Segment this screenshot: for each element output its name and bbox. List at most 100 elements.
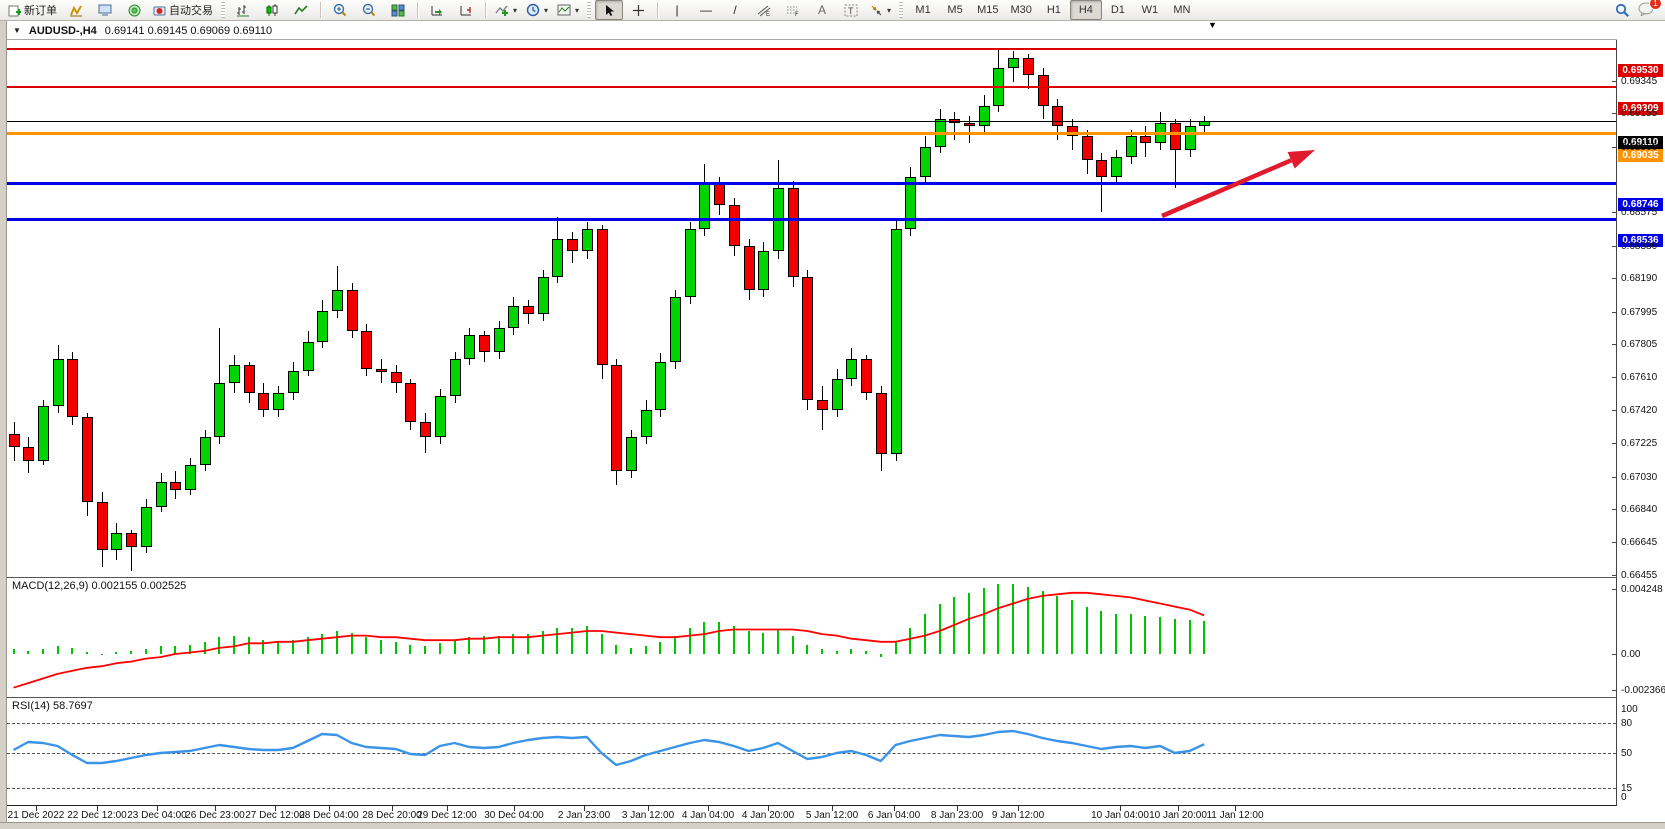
macd-histogram-bar — [100, 654, 103, 655]
fibonacci-icon: F — [787, 6, 799, 17]
timeframe-button-mn[interactable]: MN — [1173, 4, 1191, 16]
crosshair-button[interactable] — [624, 0, 652, 20]
cursor-button[interactable] — [595, 0, 624, 20]
time-tick-label: 28 Dec 20:00 — [362, 810, 422, 821]
candle-body — [1008, 57, 1020, 68]
text-button[interactable]: A — [808, 0, 836, 20]
toolbar-separator — [485, 2, 486, 18]
zoom-out-icon — [362, 3, 376, 17]
toolbar-grip — [221, 2, 225, 18]
price-tick-label: 0.67610 — [1621, 372, 1658, 384]
time-tick-label: 29 Dec 12:00 — [417, 810, 477, 821]
price-tick-label: 0.66840 — [1621, 504, 1658, 516]
charts-button[interactable] — [62, 0, 90, 20]
chart-title-bar[interactable]: ▼ AUDUSD-,H4 0.69141 0.69145 0.69069 0.6… — [7, 22, 1665, 40]
channel-icon: E — [757, 5, 771, 17]
rsi-indicator-label: RSI(14) 58.7697 — [12, 700, 93, 712]
candle-body — [67, 358, 79, 417]
toolbar-grip — [587, 2, 592, 18]
candle-body — [23, 447, 35, 462]
candle-body — [611, 365, 623, 472]
timeframe-button-m5[interactable]: M5 — [947, 4, 963, 16]
fibonacci-button[interactable]: F — [779, 0, 807, 20]
zoom-out-button[interactable] — [355, 0, 383, 20]
price-hline-object[interactable] — [7, 217, 1616, 221]
time-tick-mark — [275, 806, 276, 811]
time-tick-mark — [957, 806, 958, 811]
collapse-triangle-icon[interactable]: ▼ — [13, 26, 21, 35]
chart-end-marker-icon[interactable]: ▼ — [1208, 20, 1217, 30]
price-hline-object[interactable] — [7, 181, 1616, 185]
terminal-button[interactable] — [91, 0, 119, 20]
svg-text:T: T — [848, 6, 854, 16]
candle-chart-type-button[interactable] — [258, 0, 286, 20]
time-tick-label: 8 Jan 23:00 — [930, 810, 984, 821]
timeframe-button-h4[interactable]: H4 — [1069, 0, 1102, 20]
arrows-button[interactable]: ▾ — [866, 0, 895, 20]
timeframe-button-m1[interactable]: M1 — [915, 4, 931, 16]
horizontal-line-button[interactable]: — — [692, 0, 720, 20]
price-tick-label: 0.67030 — [1621, 471, 1658, 483]
tile-windows-button[interactable] — [384, 0, 412, 20]
rsi-panel-divider[interactable] — [7, 697, 1616, 698]
zoom-in-button[interactable] — [326, 0, 354, 20]
price-tick-label: 0.67225 — [1621, 438, 1658, 450]
price-tick-mark — [1612, 212, 1616, 214]
navigator-button[interactable] — [120, 0, 148, 20]
autotrading-button[interactable]: 自动交易 — [149, 0, 217, 20]
macd-histogram-bar — [350, 632, 353, 654]
autoscroll-button[interactable] — [423, 0, 451, 20]
timeframe-button-m15[interactable]: M15 — [977, 4, 999, 16]
timeframe-button-m30[interactable]: M30 — [1010, 4, 1032, 16]
candle-body — [596, 228, 608, 366]
equidistant-channel-button[interactable]: E — [750, 0, 778, 20]
candle-body — [846, 358, 858, 380]
new-order-button[interactable]: 新订单 — [4, 0, 61, 20]
bar-chart-type-button[interactable] — [229, 0, 257, 20]
macd-histogram-bar — [424, 646, 427, 654]
macd-histogram-bar — [762, 632, 765, 654]
toolbar-separator — [417, 2, 418, 18]
time-tick-mark — [648, 806, 649, 811]
price-axis[interactable]: 0.69530 0.69309 0.69110 0.69035 0.68746 0.685… — [1612, 22, 1665, 806]
chart-symbol-title: AUDUSD-,H4 — [28, 24, 97, 37]
macd-panel-divider[interactable] — [7, 577, 1616, 578]
candle-body — [287, 370, 299, 393]
candle-body — [464, 334, 476, 359]
candle-body — [258, 392, 270, 410]
vertical-line-button[interactable]: | — [663, 0, 691, 20]
trendline-button[interactable]: / — [721, 0, 749, 20]
macd-histogram-bar — [233, 635, 235, 654]
price-hline-object[interactable] — [7, 132, 1616, 136]
timeframe-button-d1[interactable]: D1 — [1110, 4, 1125, 16]
templates-button[interactable]: ▾ — [553, 0, 583, 20]
price-hline-object[interactable] — [7, 85, 1616, 88]
macd-histogram-bar — [1159, 617, 1162, 654]
chart-shift-button[interactable] — [452, 0, 480, 20]
timeframe-button-h1[interactable]: H1 — [1046, 4, 1061, 16]
macd-histogram-bar — [997, 583, 1000, 654]
price-hline-object[interactable] — [7, 48, 1616, 51]
periods-button[interactable]: ▾ — [522, 0, 552, 20]
macd-histogram-bar — [1056, 595, 1059, 654]
macd-histogram-bar — [659, 641, 662, 654]
time-tick-mark — [1018, 806, 1019, 811]
price-line-badge: 0.69309 — [1618, 101, 1663, 115]
timeframe-button-w1[interactable]: W1 — [1141, 4, 1159, 16]
macd-histogram-bar — [703, 621, 706, 654]
price-hline-object[interactable] — [7, 120, 1616, 122]
notifications-button[interactable]: 1 — [1638, 0, 1662, 19]
line-chart-type-button[interactable] — [287, 0, 315, 20]
time-tick-label: 6 Jan 04:00 — [867, 810, 921, 821]
candle-body — [728, 204, 740, 246]
search-icon[interactable] — [1615, 3, 1630, 18]
candle-chart-icon — [266, 3, 278, 16]
text-label-button[interactable]: T — [837, 0, 865, 20]
macd-histogram-bar — [1203, 621, 1206, 654]
macd-tick-mark — [1612, 690, 1616, 692]
candle-body — [420, 421, 432, 438]
indicators-button[interactable]: ▾ — [491, 0, 521, 20]
time-axis[interactable]: 21 Dec 2022 22 Dec 12:00 23 Dec 04:00 26 De… — [7, 806, 1665, 822]
macd-histogram-bar — [394, 641, 397, 654]
